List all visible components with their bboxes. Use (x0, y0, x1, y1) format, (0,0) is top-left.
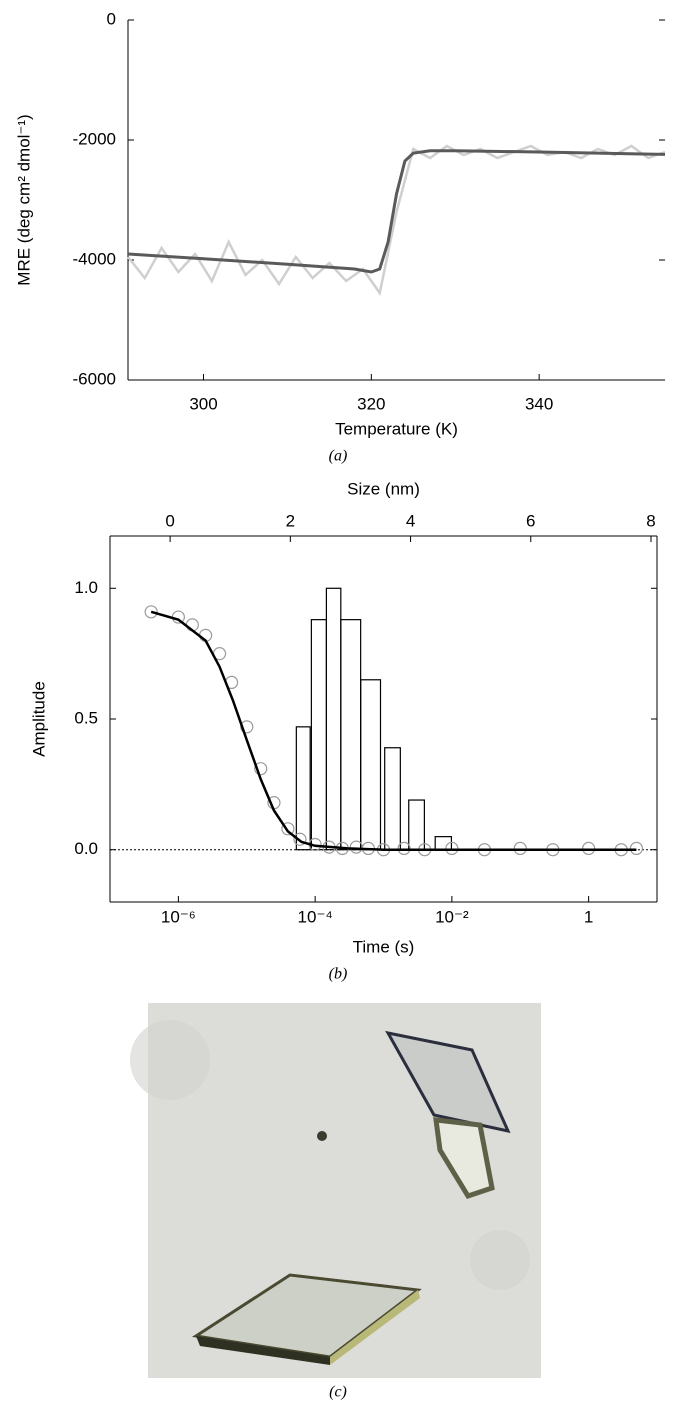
data-point (144, 605, 158, 619)
data-line (150, 610, 637, 851)
x-tick-label: 10⁻⁴ (298, 907, 333, 926)
histogram-bar (310, 619, 327, 851)
data-point (582, 841, 596, 856)
top-x-tick-label: 8 (646, 511, 655, 530)
data-point (397, 841, 411, 856)
x-axis-label: Temperature (K) (335, 419, 458, 438)
y-tick-label: 0.5 (74, 708, 98, 727)
data-line (127, 144, 666, 297)
histogram-bar (384, 747, 401, 851)
caption: (c) (329, 1384, 347, 1401)
y-tick-label: 0.0 (74, 839, 98, 858)
histogram-bar (325, 587, 342, 851)
histogram-bar (408, 799, 425, 851)
y-tick-label: 0 (107, 9, 116, 28)
y-tick-label: -2000 (73, 129, 116, 148)
data-point (629, 841, 644, 856)
data-point (281, 822, 295, 836)
top-x-tick-label: 6 (526, 511, 535, 530)
y-tick-label: -6000 (73, 369, 116, 388)
caption: (a) (329, 448, 348, 465)
x-tick-label: 300 (189, 394, 217, 413)
data-line (127, 149, 666, 274)
caption: (b) (329, 966, 348, 983)
data-point (445, 841, 459, 856)
y-axis-label: MRE (deg cm² dmol⁻¹) (14, 114, 33, 285)
top-x-tick-label: 4 (406, 511, 415, 530)
top-x-tick-label: 0 (165, 511, 174, 530)
histogram-bar (360, 679, 382, 851)
y-tick-label: -4000 (73, 249, 116, 268)
x-axis-label: Time (s) (353, 937, 415, 956)
data-point (254, 762, 268, 776)
data-point (513, 841, 527, 856)
histogram-bar (295, 726, 311, 851)
x-tick-label: 320 (357, 394, 385, 413)
top-x-axis-label: Size (nm) (347, 479, 420, 498)
x-tick-label: 10⁻⁶ (161, 907, 196, 926)
x-tick-label: 10⁻² (435, 907, 469, 926)
photo (130, 1003, 541, 1378)
y-axis-label: Amplitude (29, 681, 48, 757)
data-point (240, 720, 254, 734)
x-tick-label: 340 (525, 394, 553, 413)
data-point (171, 610, 185, 624)
histogram-bar (340, 619, 362, 851)
data-point (293, 832, 307, 846)
y-tick-label: 1.0 (74, 578, 98, 597)
top-x-tick-label: 2 (286, 511, 295, 530)
x-tick-label: 1 (584, 907, 593, 926)
